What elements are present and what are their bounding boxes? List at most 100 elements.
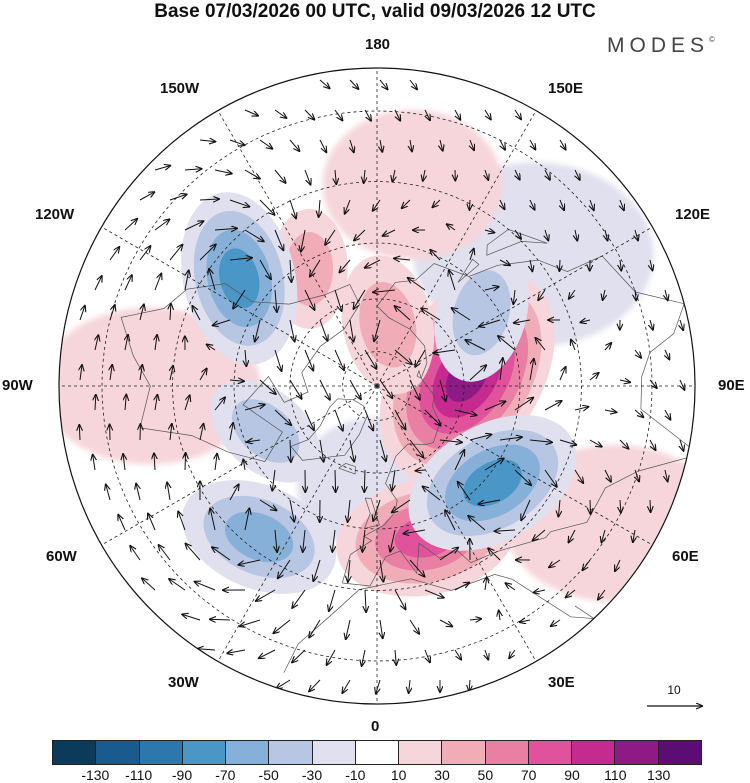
wind-arrow (155, 395, 157, 411)
colorbar-tick-label: 10 (390, 767, 407, 783)
wind-arrow (79, 306, 85, 321)
wind-arrow (259, 379, 276, 394)
wind-arrow (665, 409, 670, 420)
lon-label-180: 180 (365, 36, 391, 53)
wind-arrow (272, 469, 275, 491)
wind-arrow (514, 469, 531, 485)
wind-arrow (514, 398, 533, 411)
brand-logo: MODES© (607, 34, 715, 57)
wind-arrow (529, 359, 534, 381)
colorbar-swatch (442, 741, 486, 764)
wind-arrow (239, 559, 261, 565)
wind-arrow (304, 289, 315, 310)
wind-arrow (394, 258, 411, 260)
wind-arrow (319, 79, 330, 88)
wind-arrow (124, 219, 137, 231)
wind-arrow (304, 409, 314, 430)
wind-arrow (447, 224, 456, 231)
wind-arrow (290, 439, 291, 462)
wind-arrow (513, 289, 515, 304)
wind-arrow (309, 679, 321, 691)
wind-arrow (289, 139, 299, 151)
wind-arrow (380, 139, 382, 152)
map-title: Base 07/03/2026 00 UTC, valid 09/03/2026… (154, 1, 596, 22)
wind-arrow (334, 349, 344, 370)
coastline (338, 463, 356, 475)
wind-arrow (544, 469, 557, 487)
wind-arrow (634, 349, 641, 358)
lon-label-30e: 30E (548, 674, 575, 691)
anomaly-contour (231, 399, 300, 463)
wind-arrow (125, 395, 126, 411)
wind-arrow (380, 559, 383, 582)
wind-arrow (255, 319, 261, 341)
wind-arrow (454, 583, 469, 591)
wind-arrow (530, 259, 532, 271)
wind-arrow (409, 379, 420, 400)
wind-arrow (559, 367, 566, 381)
wind-arrow (604, 410, 616, 412)
wind-arrow (184, 169, 202, 170)
wind-arrow (452, 308, 471, 321)
wind-arrow (380, 619, 383, 638)
colorbar-swatch (615, 741, 659, 764)
wind-arrow (167, 483, 170, 501)
wind-arrow (445, 510, 456, 531)
wind-arrow (499, 437, 522, 440)
wind-arrow (430, 250, 441, 261)
wind-arrow (408, 278, 426, 291)
wind-arrow (650, 259, 653, 270)
wind-arrow (349, 439, 354, 462)
coastline (363, 497, 380, 529)
wind-arrow (580, 320, 591, 322)
wind-arrow (533, 529, 546, 540)
wind-arrow (345, 199, 351, 214)
wind-arrow (169, 245, 182, 261)
wind-arrow (109, 305, 115, 321)
wind-arrow (421, 308, 441, 321)
colorbar-swatch (139, 741, 183, 764)
wind-arrow (583, 559, 591, 570)
wind-arrow (484, 230, 494, 233)
wind-arrow (551, 619, 561, 626)
coastline (290, 398, 368, 461)
wind-arrow (649, 439, 656, 450)
wind-arrow (233, 289, 246, 309)
meridian (101, 226, 378, 387)
wind-arrow (530, 139, 535, 150)
parallel (233, 242, 521, 530)
wind-arrow (93, 455, 95, 471)
wind-arrow (139, 246, 150, 261)
wind-arrow (634, 409, 643, 417)
wind-arrow (244, 169, 260, 179)
wind-arrow (415, 349, 426, 367)
colorbar-tick-label: 50 (477, 767, 494, 783)
wind-arrow (362, 649, 365, 666)
wind-arrow (240, 619, 261, 626)
wind-arrow (364, 469, 365, 492)
wind-arrow (130, 546, 141, 561)
meridian (376, 110, 537, 387)
wind-arrow (574, 407, 588, 410)
wind-arrow (484, 287, 499, 290)
wind-arrow (499, 611, 500, 621)
wind-arrow (424, 589, 444, 598)
meridian (217, 385, 378, 662)
wind-arrow (106, 485, 110, 501)
wind-arrow (210, 509, 216, 531)
wind-arrow (185, 453, 186, 471)
wind-arrow (334, 109, 342, 120)
wind-arrow (589, 439, 602, 447)
wind-arrow (335, 169, 336, 184)
wind-arrow (376, 679, 381, 694)
coastline (416, 369, 422, 379)
wind-arrow (182, 614, 201, 621)
wind-arrow (425, 649, 430, 662)
wind-arrow (569, 289, 576, 299)
wind-arrow (589, 373, 599, 381)
wind-arrow (320, 439, 324, 462)
wind-arrow (95, 335, 98, 351)
wind-arrow (379, 379, 392, 398)
coastlines (120, 229, 695, 673)
parallel (342, 351, 412, 421)
